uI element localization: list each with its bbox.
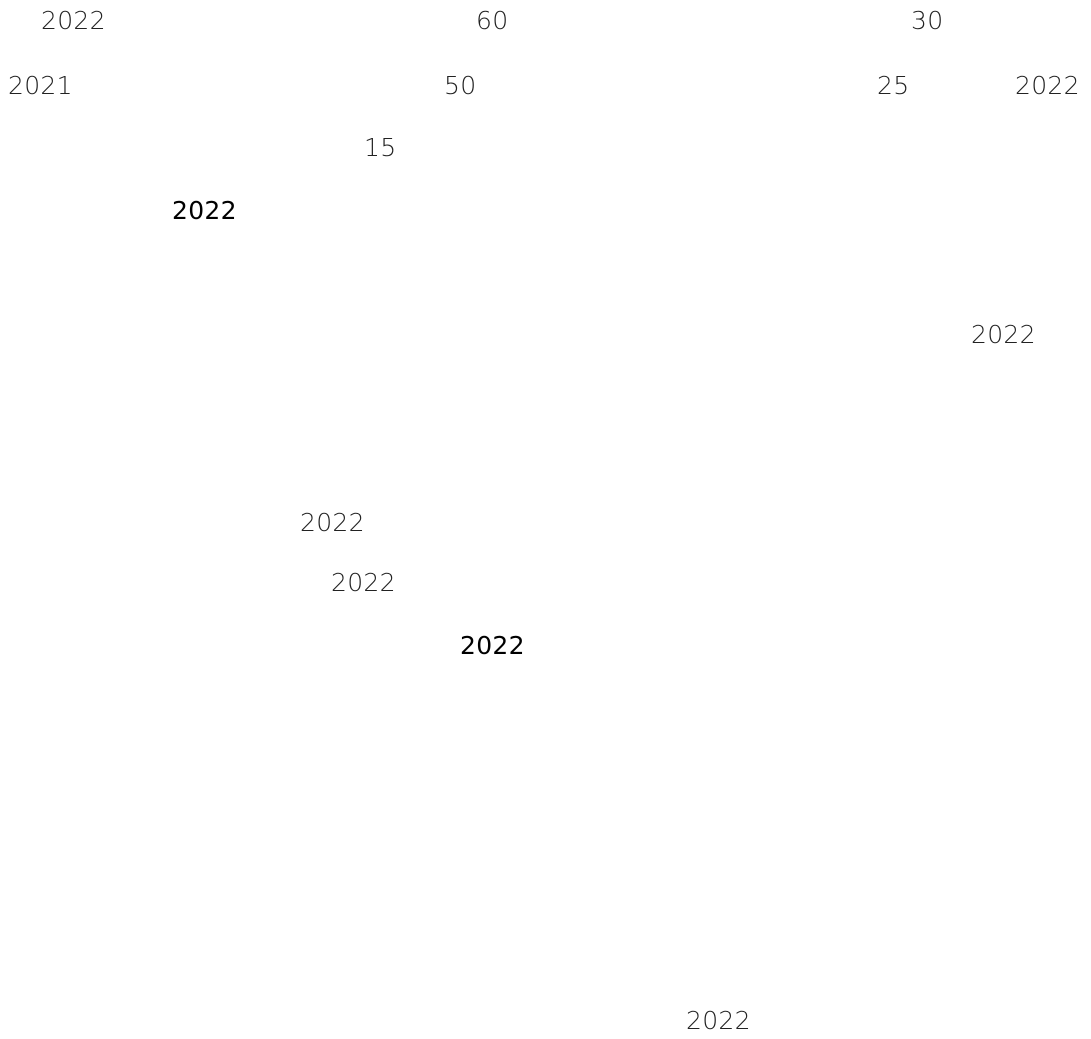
- number-label: 30: [911, 6, 944, 35]
- year-label-emphasis: 2022: [460, 631, 525, 660]
- number-label: 60: [476, 6, 509, 35]
- number-label: 15: [364, 133, 397, 162]
- number-label: 50: [444, 71, 477, 100]
- number-label: 25: [877, 71, 910, 100]
- year-label: 2022: [686, 1006, 751, 1035]
- year-label: 2022: [41, 6, 106, 35]
- year-label: 2021: [8, 71, 73, 100]
- year-label-emphasis: 2022: [172, 196, 237, 225]
- year-label: 2022: [331, 568, 396, 597]
- year-label: 2022: [971, 320, 1036, 349]
- year-label: 2022: [1015, 71, 1080, 100]
- year-label: 2022: [300, 508, 365, 537]
